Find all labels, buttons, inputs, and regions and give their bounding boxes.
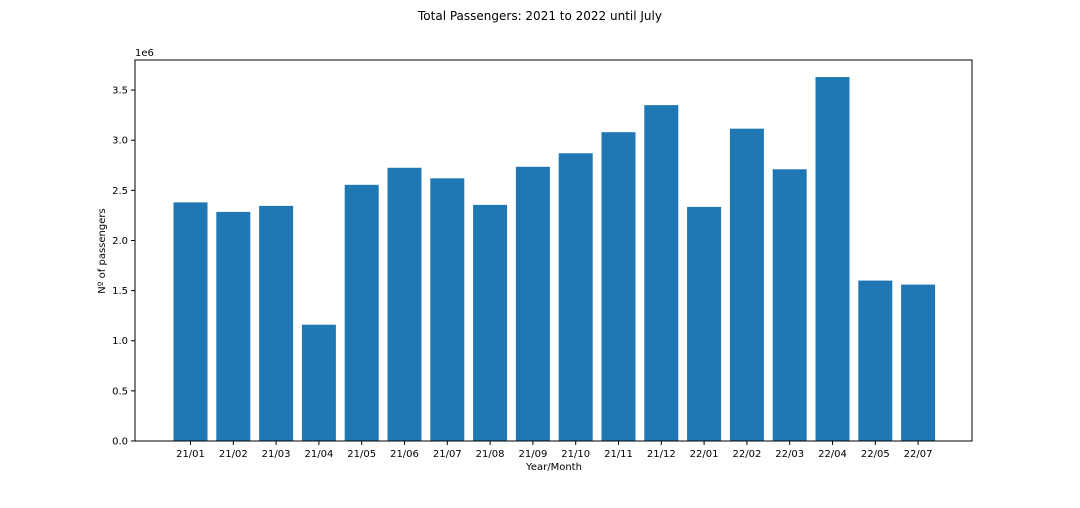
plot-frame [134,59,973,442]
bar-21-08 [473,204,508,441]
bar-21-10 [558,153,593,441]
y-tick-label: 0.5 [112,386,128,397]
x-tick-label: 21/10 [561,449,590,460]
x-tick-label: 21/02 [219,449,248,460]
x-tick-label: 22/05 [861,449,890,460]
x-tick-label: 22/02 [732,449,761,460]
bar-21-01 [173,202,208,441]
bars-group [173,77,936,442]
y-tick-label: 3.5 [112,86,128,97]
x-tick-label: 21/05 [347,449,376,460]
x-tick-label: 22/01 [690,449,719,460]
y-tick-label: 1.0 [112,336,128,347]
bar-22-01 [687,206,722,441]
bar-22-02 [729,128,764,441]
bar-21-05 [344,184,379,441]
x-tick-label: 21/04 [304,449,333,460]
x-tick-label: 22/03 [775,449,804,460]
bar-22-03 [772,169,807,441]
x-tick-label: 21/01 [176,449,205,460]
bar-21-09 [515,166,550,441]
bar-21-06 [387,167,422,441]
y-axis-offset-label: 1e6 [135,48,154,59]
bar-21-11 [601,132,636,442]
y-axis: 0.0 0.5 1.0 1.5 2.0 2.5 3.0 3.5 [112,86,135,448]
bar-22-07 [901,284,936,441]
x-tick-label: 21/11 [604,449,633,460]
x-tick-label: 21/08 [476,449,505,460]
bar-21-04 [301,324,336,441]
x-tick-label: 21/07 [433,449,462,460]
x-tick-label: 21/03 [262,449,291,460]
y-tick-label: 1.5 [112,286,128,297]
y-axis-title: Nº of passengers [97,208,108,293]
bar-21-12 [644,105,679,442]
bar-21-03 [259,205,294,441]
bar-22-04 [815,77,850,441]
bar-21-02 [216,211,251,441]
y-tick-label: 2.5 [112,186,128,197]
bar-22-05 [858,280,893,441]
y-tick-label: 0.0 [112,437,128,448]
x-tick-label: 21/09 [518,449,547,460]
x-axis-title: Year/Month [525,462,582,473]
chart-title: Total Passengers: 2021 to 2022 until Jul… [417,9,662,23]
x-tick-label: 21/06 [390,449,419,460]
x-tick-label: 22/04 [818,449,847,460]
bar-21-07 [430,178,465,441]
x-tick-label: 21/12 [647,449,676,460]
x-tick-label: 22/07 [904,449,933,460]
y-tick-label: 3.0 [112,136,128,147]
y-tick-label: 2.0 [112,236,128,247]
x-axis: 21/01 21/02 21/03 21/04 21/05 21/06 21/07 21/08… [176,441,933,460]
